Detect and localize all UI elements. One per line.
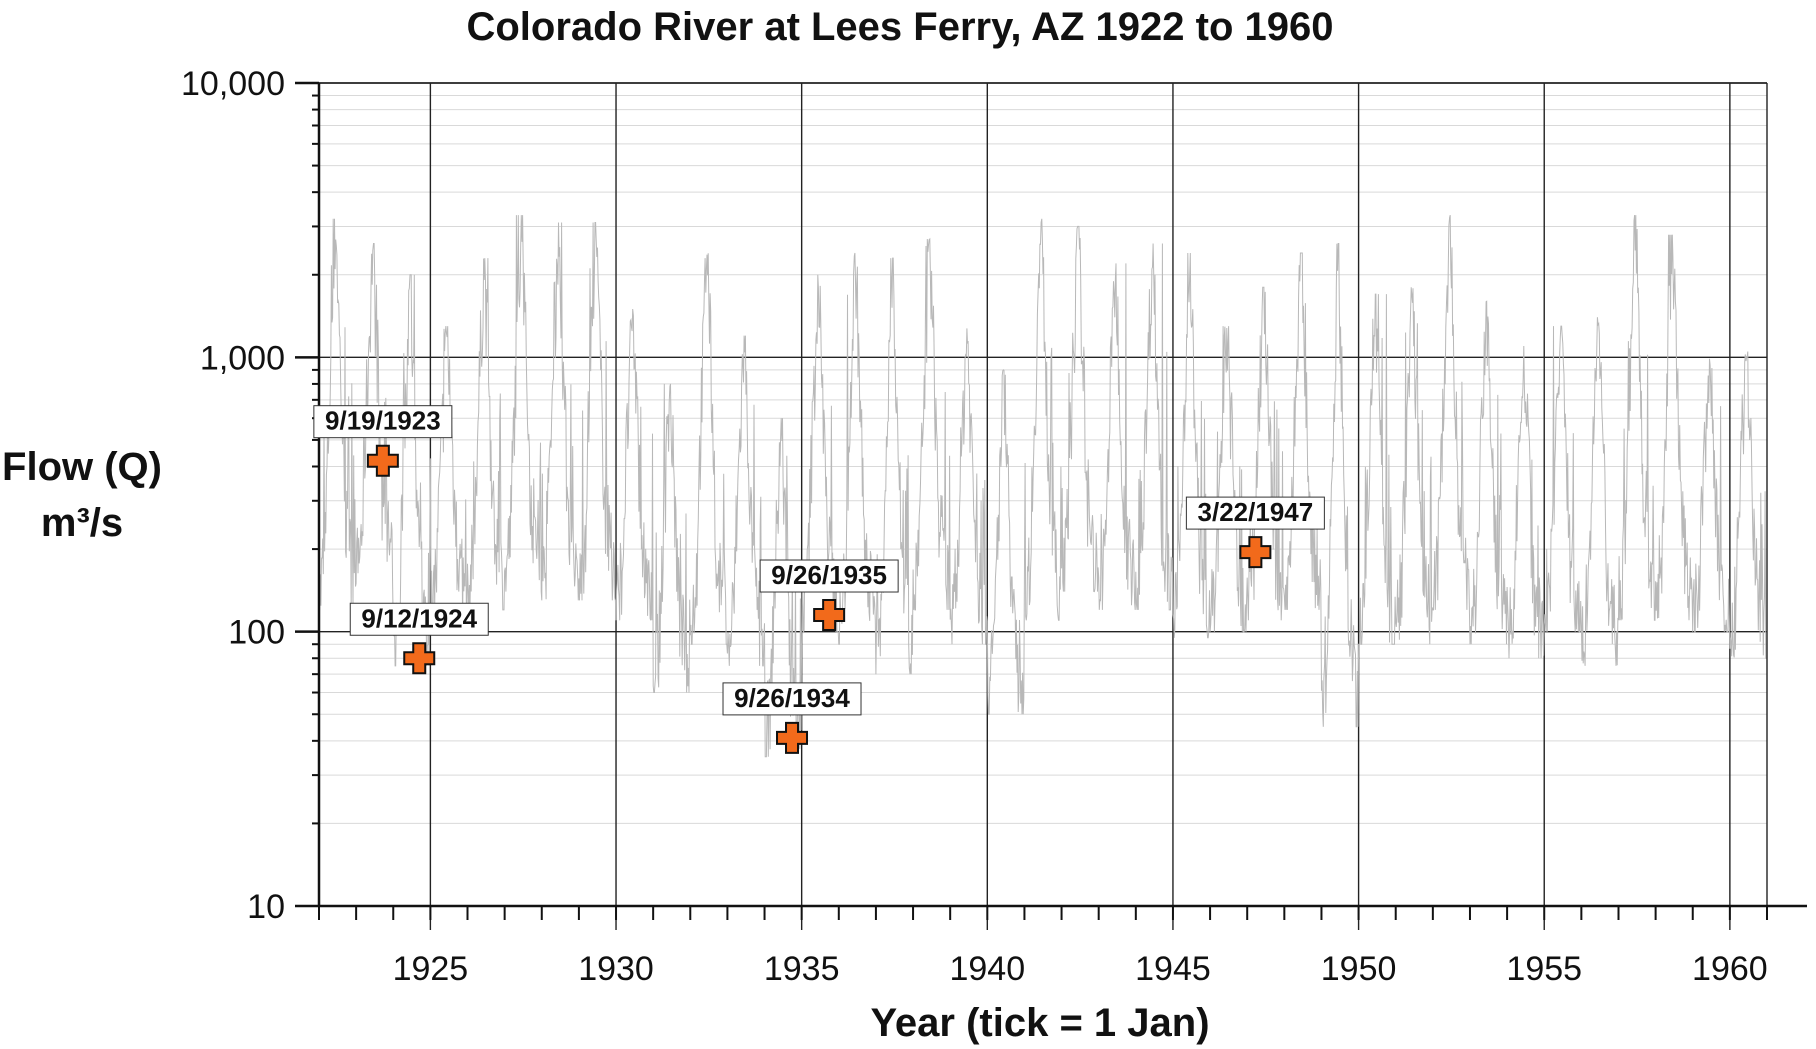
marker-date-label: 9/12/1924 (361, 603, 477, 633)
marker-cross (1239, 536, 1272, 569)
marker-date-label: 9/26/1935 (771, 560, 887, 590)
marker-label-box (349, 602, 489, 636)
y-tick-label: 1,000 (200, 339, 285, 377)
x-tick-label: 1950 (1321, 950, 1397, 988)
marker-date-label: 3/22/1947 (1198, 497, 1314, 527)
y-tick-label: 10,000 (181, 65, 285, 103)
marker-label-box (722, 682, 862, 716)
event-markers: 9/19/1923 9/12/1924 9/26/1934 9/26/1935 3/22… (313, 405, 1325, 754)
marker-label-box (313, 405, 453, 439)
event-marker: 3/22/1947 (1185, 496, 1325, 569)
event-marker: 9/12/1924 (349, 602, 489, 675)
x-tick-label: 1940 (949, 950, 1025, 988)
flow-series (319, 214, 1767, 758)
marker-cross (403, 642, 436, 675)
marker-label-box (759, 559, 899, 593)
x-tick-label: 1960 (1692, 950, 1768, 988)
y-axis-label-line2: m³/s (41, 501, 123, 545)
marker-cross (366, 444, 399, 477)
chart-title: Colorado River at Lees Ferry, AZ 1922 to… (466, 5, 1333, 49)
x-tick-label: 1935 (764, 950, 840, 988)
marker-date-label: 9/19/1923 (325, 406, 441, 436)
minor-gridlines (319, 95, 1767, 824)
axes (295, 81, 1807, 920)
y-axis-label-line1: Flow (Q) (2, 445, 162, 489)
x-tick-label: 1945 (1135, 950, 1211, 988)
event-marker: 9/26/1935 (759, 559, 899, 632)
x-tick-label: 1930 (578, 950, 654, 988)
marker-cross (776, 721, 809, 754)
x-tick-label: 1955 (1506, 950, 1582, 988)
flow-series-line (319, 214, 1767, 758)
marker-cross (813, 599, 846, 632)
y-tick-label: 100 (228, 614, 285, 652)
marker-label-box (1185, 496, 1325, 530)
event-marker: 9/19/1923 (313, 405, 453, 477)
x-axis-label: Year (tick = 1 Jan) (870, 1001, 1209, 1045)
y-tick-labels: 10 100 1,000 10,000 (181, 65, 285, 926)
x-tick-labels: 1925 1930 1935 1940 1945 1950 1955 1960 (393, 950, 1768, 988)
marker-date-label: 9/26/1934 (734, 683, 850, 713)
x-tick-label: 1925 (393, 950, 469, 988)
major-gridlines (319, 82, 1767, 930)
event-marker: 9/26/1934 (722, 682, 862, 754)
y-tick-label: 10 (247, 888, 285, 926)
